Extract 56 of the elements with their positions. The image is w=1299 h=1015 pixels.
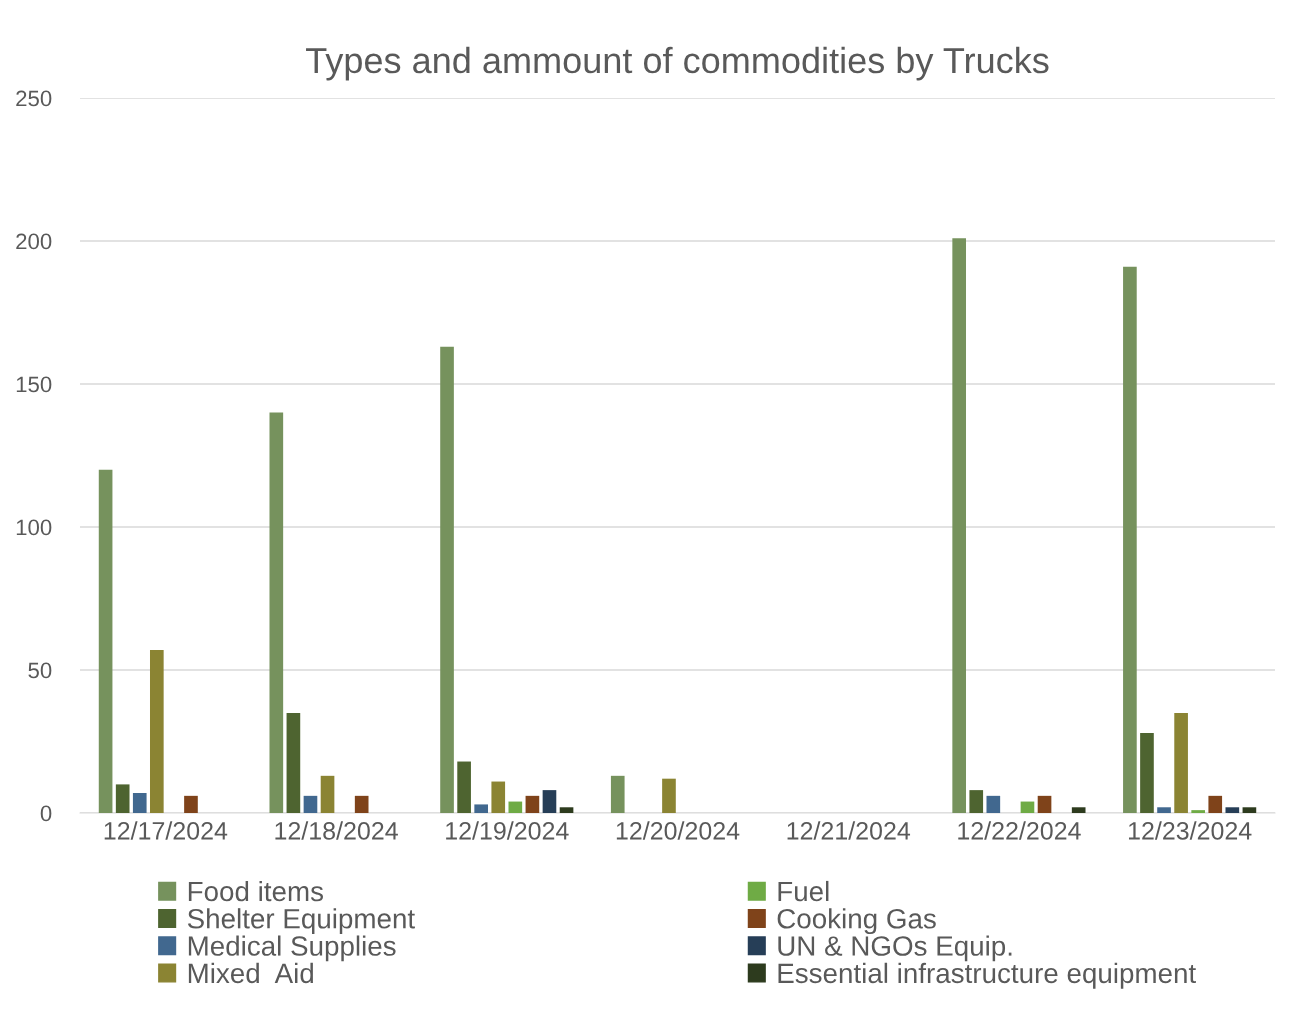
bar [969, 790, 984, 813]
bar [286, 712, 301, 813]
bar [98, 469, 113, 813]
chart-title: Types and ammount of commodities by Trucks [306, 46, 1049, 81]
bar [132, 792, 147, 813]
legend-label: Mixed Aid [188, 962, 313, 984]
bar [1191, 810, 1206, 813]
bar [474, 804, 489, 813]
x-tick-label: 12/18/2024 [275, 821, 398, 840]
bar [115, 784, 130, 813]
bar [1208, 795, 1223, 813]
bar [1157, 807, 1171, 813]
bar [1037, 795, 1052, 813]
x-tick-label: 12/20/2024 [616, 821, 740, 840]
bar [320, 775, 335, 813]
bar [986, 795, 1001, 813]
legend-label: Cooking Gas [777, 908, 936, 935]
legend-label: Food items [188, 880, 323, 902]
bar [952, 238, 967, 813]
legend-label: Shelter Equipment [187, 908, 415, 935]
bar [491, 781, 506, 813]
bar [269, 412, 284, 813]
bar [542, 790, 557, 813]
bar [525, 795, 540, 813]
bar [1071, 807, 1086, 813]
bar [508, 801, 523, 813]
x-tick-label: 12/22/2024 [958, 821, 1081, 840]
bar [1020, 801, 1035, 813]
legend-label: Fuel [778, 880, 829, 902]
bar [303, 795, 318, 813]
y-tick-label: 250 [16, 90, 52, 107]
bar [610, 775, 625, 813]
bar [354, 795, 369, 813]
legend-label: Medical Supplies [188, 935, 396, 962]
y-tick-label: 200 [16, 233, 52, 250]
x-tick-label: 12/21/2024 [787, 821, 911, 840]
y-tick-label: 0 [40, 805, 52, 822]
bar [457, 761, 471, 813]
legend-label: UN & NGOs Equip. [778, 935, 1012, 962]
bar [149, 649, 164, 813]
bar [1140, 732, 1154, 813]
bar [440, 346, 454, 813]
x-tick-label: 12/23/2024 [1128, 821, 1252, 840]
bar [662, 778, 676, 813]
bar [1174, 712, 1188, 813]
bar [1225, 807, 1240, 813]
y-tick-label: 100 [16, 519, 52, 536]
x-tick-label: 12/19/2024 [446, 821, 569, 840]
legend-label: Essential infrastructure equipment [778, 962, 1196, 989]
bar [1123, 266, 1137, 813]
x-tick-label: 12/17/2024 [104, 821, 228, 840]
bar [559, 807, 574, 813]
bar [184, 795, 198, 813]
y-tick-label: 150 [16, 376, 52, 393]
y-tick-label: 50 [28, 662, 52, 679]
bar [1242, 807, 1257, 813]
